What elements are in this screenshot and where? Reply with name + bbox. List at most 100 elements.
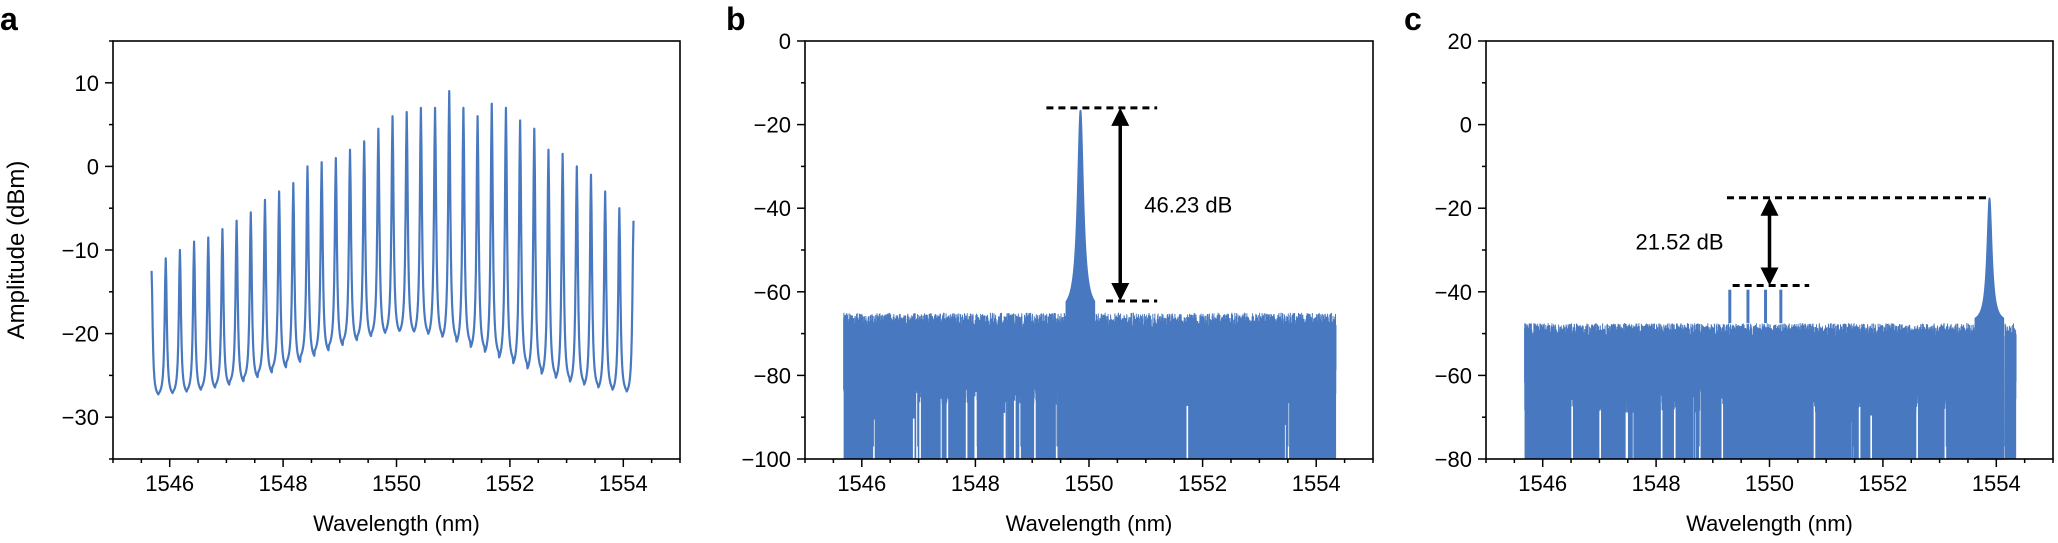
noise-dropout-2: [940, 398, 942, 459]
x-tick-label: 1554: [599, 471, 648, 496]
noise-dropout-6: [1287, 403, 1290, 459]
annotation-label: 46.23 dB: [1144, 192, 1232, 217]
noise-dropout-7: [965, 380, 968, 459]
comb-peak-43: [759, 315, 763, 319]
y-tick-label: −20: [1435, 196, 1472, 221]
comb-peak-35: [646, 231, 650, 235]
y-tick-label: −20: [62, 322, 99, 347]
comb-peak-45: [787, 340, 791, 344]
noise-dropout-10: [916, 382, 918, 459]
noise-dropout-13: [1944, 400, 1947, 459]
panel-label-c: c: [1404, 1, 1422, 37]
plot-data-b: [843, 109, 1337, 460]
x-tick-label: 1546: [1518, 471, 1567, 496]
x-tick-label: 1548: [951, 471, 1000, 496]
panel-a: a 1546 1548 1550 1552 1554 Wavelength (nm) −30…: [0, 1, 834, 536]
x-tick-label: 1546: [145, 471, 194, 496]
comb-peak-44: [773, 323, 777, 327]
comb-peak-0: [150, 269, 154, 273]
noise-dropout-6: [1813, 402, 1816, 459]
x-axis-title: Wavelength (nm): [313, 511, 480, 536]
comb-peak-25: [504, 106, 508, 110]
annotation-b: 46.23 dB: [1046, 106, 1232, 303]
y-tick-label: 0: [779, 29, 791, 54]
y-tick-label: −60: [754, 280, 791, 305]
comb-peak-3: [192, 240, 196, 244]
y-tick-label: −40: [754, 196, 791, 221]
x-axis: 1546 1548 1550 1552 1554 Wavelength (nm): [112, 459, 681, 536]
noise-dropout-1: [974, 396, 977, 459]
x-tick-label: 1550: [1745, 471, 1794, 496]
x-tick-label: 1550: [372, 471, 421, 496]
y-tick-label: −40: [1435, 280, 1472, 305]
x-axis: 1546 1548 1550 1552 1554 Wavelength (nm): [804, 459, 1374, 536]
noise-dropout-4: [1916, 392, 1918, 459]
signal-peak: [1974, 197, 2005, 460]
comb-peak-26: [518, 118, 522, 122]
comb-peak-28: [546, 148, 550, 152]
panel-label-b: b: [726, 1, 746, 37]
arrow-head-down: [1111, 282, 1130, 301]
comb-peak-16: [376, 127, 380, 131]
noise-dropout-15: [1019, 388, 1021, 459]
noise-dropout-13: [946, 381, 949, 459]
comb-peak-30: [575, 164, 579, 168]
x-axis: 1546 1548 1550 1552 1554 Wavelength (nm): [1485, 459, 2054, 536]
noise-dropout-3: [1186, 405, 1189, 459]
comb-peak-11: [305, 164, 309, 168]
series-line: [150, 90, 635, 396]
axes-frame: [112, 40, 681, 460]
comb-peak-36: [660, 240, 664, 244]
y-tick-label: −30: [62, 405, 99, 430]
comb-peak-32: [603, 189, 607, 193]
comb-peak-27: [532, 127, 536, 131]
y-tick-label: −80: [1435, 447, 1472, 472]
comb-peak-17: [391, 114, 395, 118]
noise-dropout-11: [912, 418, 915, 459]
comb-peak-1: [164, 256, 168, 260]
annotation-c: 21.52 dB: [1636, 196, 1991, 288]
noise-dropout-14: [1003, 412, 1006, 459]
comb-peak-19: [419, 106, 423, 110]
x-tick-label: 1548: [259, 471, 308, 496]
x-axis-title: Wavelength (nm): [1006, 511, 1173, 536]
comb-peak-48: [830, 298, 834, 302]
comb-peak-18: [405, 110, 409, 114]
comb-peak-22: [461, 106, 465, 110]
noise-trace: [843, 312, 1337, 459]
x-tick-label: 1550: [1065, 471, 1114, 496]
noise-dropout-3: [1698, 384, 1701, 459]
arrow-head-down: [1760, 267, 1779, 286]
comb-peak-23: [476, 114, 480, 118]
noise-dropout-4: [919, 391, 921, 459]
y-axis: −80 −60 −40 −20 0 20: [1435, 29, 1486, 472]
comb-peak-21: [447, 89, 451, 93]
comb-peak-41: [731, 298, 735, 302]
comb-peak-2: [178, 248, 182, 252]
x-tick-label: 1552: [1178, 471, 1227, 496]
comb-peak-47: [816, 323, 820, 327]
comb-peak-40: [717, 290, 721, 294]
y-axis: −100 −80 −60 −40 −20 0: [741, 29, 805, 472]
plot-data-c: [1524, 197, 2017, 460]
y-tick-label: 20: [1448, 29, 1472, 54]
y-axis-title: Amplitude (dBm): [3, 161, 30, 340]
comb-peak-29: [561, 152, 565, 156]
comb-peak-5: [220, 227, 224, 231]
x-tick-label: 1546: [837, 471, 886, 496]
noise-dropout-16: [1660, 385, 1663, 459]
comb-peak-15: [362, 139, 366, 143]
noise-dropout-10: [1632, 412, 1634, 459]
noise-dropout-11: [1858, 385, 1861, 459]
x-tick-label: 1552: [485, 471, 534, 496]
x-tick-label: 1548: [1632, 471, 1681, 496]
comb-peak-31: [589, 173, 593, 177]
noise-dropout-16: [975, 392, 977, 459]
noise-dropout-17: [1034, 378, 1036, 459]
comb-peak-8: [263, 198, 267, 202]
panel-label-a: a: [0, 1, 18, 37]
comb-peak-37: [674, 256, 678, 260]
arrow-head-up: [1760, 197, 1779, 216]
comb-peak-4: [206, 235, 210, 239]
